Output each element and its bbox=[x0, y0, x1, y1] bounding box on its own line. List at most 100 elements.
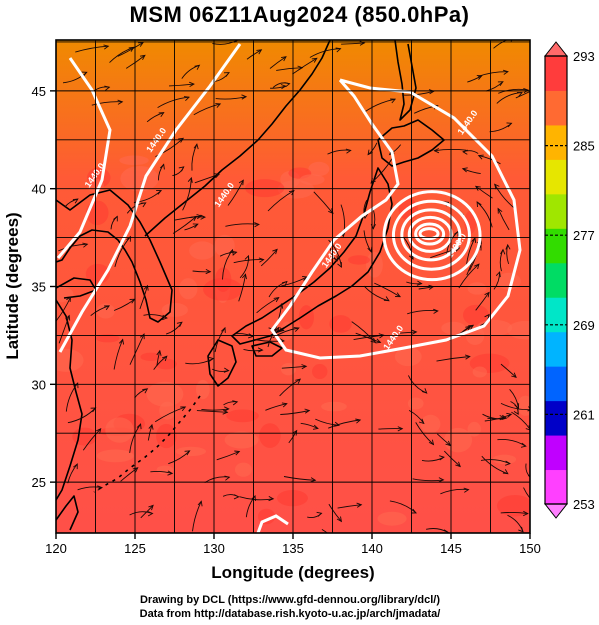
streamline bbox=[129, 333, 145, 365]
streamline-arrow bbox=[506, 122, 513, 128]
speckle-patch bbox=[95, 334, 120, 343]
streamline-arrow bbox=[335, 47, 342, 53]
coast-ryukyu bbox=[93, 395, 201, 493]
streamline-arrow bbox=[193, 143, 199, 150]
streamline-arrow bbox=[518, 526, 524, 533]
colorbar-segment bbox=[545, 331, 567, 367]
streamline bbox=[150, 471, 173, 474]
streamline bbox=[276, 67, 303, 71]
speckle-patch bbox=[56, 348, 84, 372]
x-tick-label: 150 bbox=[519, 541, 541, 556]
streamline bbox=[154, 406, 186, 423]
streamline bbox=[67, 407, 96, 424]
streamline-arrow bbox=[119, 338, 125, 345]
streamline-arrow bbox=[268, 496, 275, 502]
speckle-patch bbox=[462, 304, 489, 326]
streamline-arrow bbox=[416, 280, 423, 286]
streamline-arrow bbox=[312, 424, 319, 430]
streamline bbox=[191, 144, 198, 171]
colorbar-label: 293 bbox=[573, 49, 595, 64]
streamline bbox=[113, 298, 135, 311]
streamline-arrow bbox=[139, 54, 146, 61]
streamline-arrow bbox=[397, 426, 404, 432]
streamline-arrow bbox=[224, 475, 231, 481]
speckle-patch bbox=[472, 366, 488, 378]
streamline bbox=[201, 408, 229, 411]
speckle-patch bbox=[276, 489, 308, 507]
streamline bbox=[436, 356, 470, 362]
streamline-arrow bbox=[234, 450, 241, 456]
streamline-arrow bbox=[232, 400, 239, 406]
streamline bbox=[292, 57, 318, 75]
streamline bbox=[82, 428, 102, 451]
streamline-arrow bbox=[231, 250, 238, 256]
colorbar-segment bbox=[545, 262, 567, 298]
streamline-arrow bbox=[474, 185, 481, 191]
streamline-arrow bbox=[433, 308, 439, 314]
x-tick-label: 125 bbox=[124, 541, 146, 556]
streamline-arrow bbox=[197, 500, 203, 507]
streamline-arrow bbox=[143, 284, 149, 291]
speckle-patch bbox=[140, 352, 162, 362]
speckle-patch bbox=[444, 427, 473, 453]
streamline bbox=[370, 157, 394, 184]
speckle-patch bbox=[280, 362, 297, 376]
streamline-arrow bbox=[468, 324, 475, 330]
colorbar-segment bbox=[545, 366, 567, 402]
colorbar-segment bbox=[545, 400, 567, 436]
streamline-arrow bbox=[104, 85, 111, 91]
speckle-patch bbox=[146, 381, 184, 407]
streamline-arrow bbox=[138, 41, 145, 47]
colorbar-segment bbox=[545, 228, 567, 264]
streamline-arrow bbox=[390, 98, 397, 104]
speckle-patch bbox=[347, 255, 371, 265]
streamline bbox=[140, 505, 154, 519]
streamline bbox=[75, 45, 109, 53]
x-axis-ticks: 120 125 130 135 140 145 150 bbox=[45, 533, 541, 556]
streamline-arrow bbox=[474, 263, 480, 270]
streamline bbox=[309, 48, 341, 58]
streamline bbox=[280, 410, 310, 415]
streamline-arrow bbox=[281, 402, 288, 408]
streamline-arrow bbox=[342, 546, 347, 551]
streamline-arrow bbox=[156, 189, 163, 195]
streamline bbox=[440, 488, 469, 495]
streamline-arrow bbox=[228, 248, 234, 255]
colorbar-label: 253 bbox=[573, 497, 595, 512]
streamline-arrow bbox=[104, 305, 111, 311]
streamline bbox=[114, 236, 131, 268]
streamline-arrow bbox=[520, 442, 527, 448]
streamline bbox=[109, 46, 134, 63]
streamline bbox=[194, 173, 220, 184]
streamline-arrow bbox=[194, 64, 201, 70]
streamline bbox=[467, 75, 483, 83]
streamline-arrow bbox=[192, 223, 199, 229]
streamline-arrow bbox=[505, 460, 511, 466]
speckle-patch bbox=[105, 417, 134, 443]
streamline bbox=[265, 403, 287, 411]
streamline-arrow bbox=[356, 502, 363, 508]
streamline bbox=[227, 180, 244, 206]
colorbar-segment bbox=[545, 56, 567, 91]
streamline-arrow bbox=[502, 69, 509, 75]
streamline-arrow bbox=[465, 325, 472, 331]
streamline-arrow bbox=[462, 149, 468, 155]
streamline bbox=[466, 237, 476, 265]
streamline-arrow bbox=[539, 85, 544, 89]
streamline-arrow bbox=[516, 91, 523, 97]
streamline bbox=[113, 339, 124, 370]
streamline bbox=[120, 467, 138, 482]
streamline bbox=[328, 419, 361, 429]
streamline-arrow bbox=[176, 321, 183, 328]
streamline bbox=[313, 191, 334, 214]
streamline bbox=[402, 90, 434, 96]
speckle-patch bbox=[507, 320, 530, 340]
streamline-arrow bbox=[234, 40, 239, 43]
coast-kyushu bbox=[207, 339, 237, 387]
streamline-arrow bbox=[461, 167, 468, 173]
contour-1440-west2 bbox=[58, 43, 242, 353]
streamline-arrow bbox=[280, 84, 287, 90]
streamline-arrow bbox=[304, 408, 311, 414]
streamline-arrow bbox=[233, 494, 240, 500]
streamline-arrow bbox=[162, 314, 168, 321]
